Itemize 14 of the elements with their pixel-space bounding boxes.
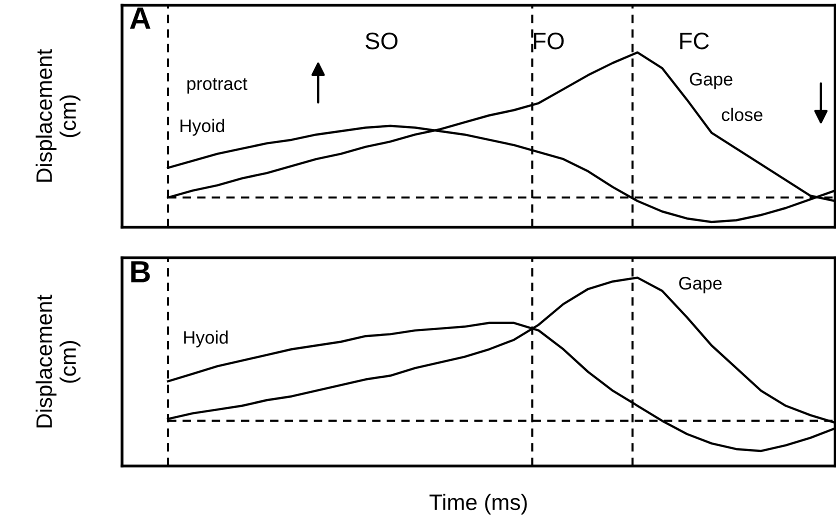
- y-axis-title: Displacement (cm): [36, 49, 80, 182]
- series-label: Hyoid: [184, 330, 228, 348]
- text: FC: [680, 32, 709, 50]
- x-axis-title: Time (ms): [430, 494, 527, 515]
- text: SO: [366, 32, 398, 50]
- text: A: [130, 8, 150, 29]
- y-axis-title: Displacement (cm): [36, 294, 80, 428]
- text: FO: [534, 32, 564, 50]
- text: B: [131, 261, 150, 282]
- series-label: Hyoid: [180, 118, 224, 136]
- annotation: protract: [187, 78, 248, 94]
- series-label: Gape: [679, 276, 722, 294]
- annotation: close: [722, 108, 762, 122]
- series-label: Gape: [690, 72, 732, 90]
